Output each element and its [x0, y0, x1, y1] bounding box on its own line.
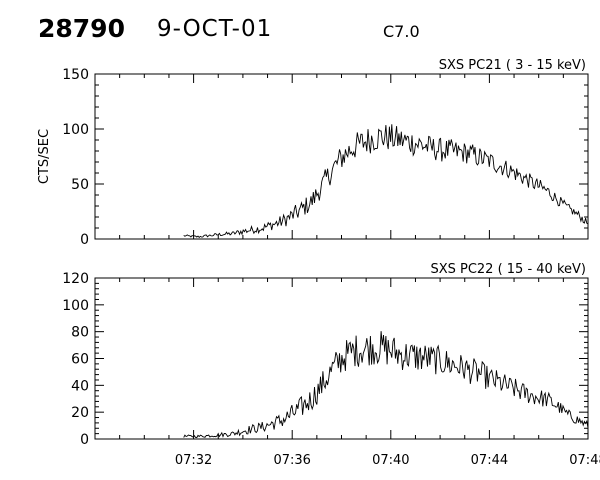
series-line — [183, 331, 589, 439]
plot-frame — [94, 73, 589, 240]
panel-1: SXS PC21 ( 3 - 15 keV) CTS/SEC 0 50 100 150 — [37, 58, 589, 248]
x-tick-label: 07:48 — [569, 453, 600, 468]
event-date: 9-OCT-01 — [157, 16, 273, 42]
panel-title: SXS PC22 ( 15 - 40 keV) — [430, 262, 586, 277]
y-axis-label: CTS/SEC — [37, 129, 52, 184]
flare-class: C7.0 — [383, 22, 420, 41]
series-line — [183, 124, 589, 239]
y-tick-label: 50 — [71, 177, 89, 193]
y-tick-label: 0 — [80, 232, 89, 248]
panel-2: SXS PC22 ( 15 - 40 keV) 0 20 40 60 80 100 120 07… — [62, 262, 600, 468]
event-id: 28790 — [38, 14, 125, 43]
y-tick-label: 0 — [80, 432, 89, 448]
y-tick-label: 150 — [62, 67, 89, 83]
x-tick-label: 07:44 — [471, 453, 508, 468]
y-tick-label: 100 — [62, 298, 89, 314]
x-tick-label: 07:40 — [372, 453, 409, 468]
x-tick-label: 07:36 — [273, 453, 310, 468]
panel-title: SXS PC21 ( 3 - 15 keV) — [439, 58, 586, 73]
y-tick-label: 100 — [62, 122, 89, 138]
y-tick-label: 120 — [62, 271, 89, 287]
y-tick-label: 80 — [71, 325, 89, 341]
y-tick-label: 20 — [71, 405, 89, 421]
y-tick-label: 60 — [71, 352, 89, 368]
x-tick-label: 07:32 — [175, 453, 212, 468]
y-tick-label: 40 — [71, 378, 89, 394]
